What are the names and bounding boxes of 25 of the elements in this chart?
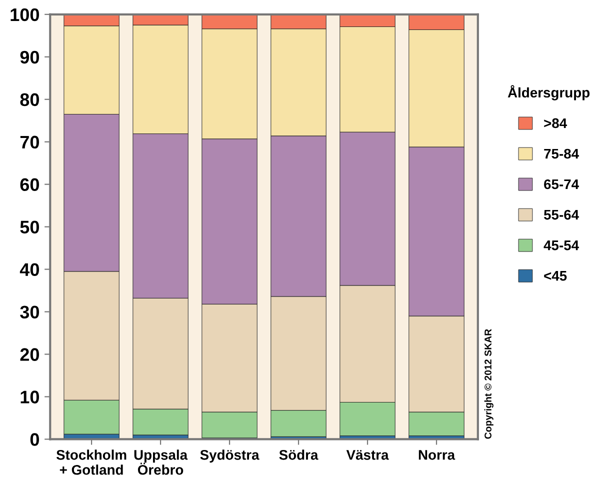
x-tick-label: Sydöstra	[200, 450, 260, 463]
legend-label: <45	[544, 271, 567, 281]
y-tick-label: 90	[20, 50, 39, 64]
y-tick-label: 20	[20, 348, 39, 361]
y-tick-label: 10	[20, 390, 39, 404]
legend-label: 65-74	[544, 179, 579, 190]
x-tick-label: Västra	[346, 450, 389, 460]
legend-label: 55-64	[544, 210, 579, 220]
x-tick-label: Södra	[279, 450, 318, 460]
legend-title: Åldersgrupp	[508, 85, 590, 100]
x-tick-label: Stockholm + Gotland	[56, 450, 126, 475]
y-tick-label: 100	[10, 8, 39, 22]
y-tick-label: 80	[20, 93, 39, 106]
legend-label: 45-54	[544, 240, 579, 250]
y-tick-label: 0	[30, 433, 39, 446]
legend-label: >84	[544, 118, 568, 128]
y-tick-label: 60	[20, 178, 39, 192]
x-tick-label: Norra	[418, 450, 456, 460]
y-tick-label: 30	[20, 306, 39, 319]
text: Copyright © 2012 SKAR	[484, 329, 494, 439]
legend-label: 75-84	[544, 148, 579, 159]
y-tick-label: 70	[20, 136, 39, 149]
y-tick-label: 50	[20, 220, 39, 234]
x-tick-label: Uppsala Örebro	[134, 450, 188, 475]
y-tick-label: 40	[20, 263, 39, 276]
